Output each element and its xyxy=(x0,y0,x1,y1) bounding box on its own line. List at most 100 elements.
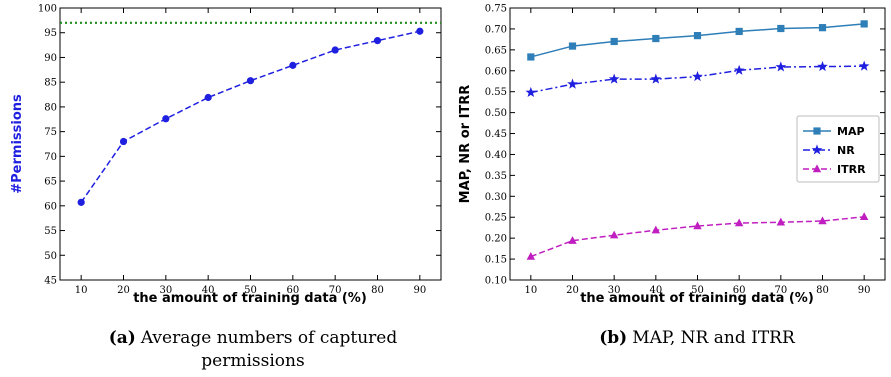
series-line-nr xyxy=(530,65,865,94)
chart-b: 0.10 0.15 0.20 0.25 0.30 0.35 0.40 0.45 0.50 0.55… xyxy=(458,4,886,306)
y-tick-label: 0.75 xyxy=(485,4,507,15)
x-tick-label: 70 xyxy=(774,285,787,296)
y-tick-label: 80 xyxy=(44,102,57,113)
x-tick-label: 20 xyxy=(117,285,130,296)
legend-label-map: MAP xyxy=(837,125,865,138)
chart-b-x-ticks: 10 20 30 40 50 60 70 80 90 xyxy=(524,8,871,296)
x-tick-label: 50 xyxy=(244,285,257,296)
data-point-nr xyxy=(650,73,662,84)
data-point-map xyxy=(735,27,743,36)
x-tick-label: 90 xyxy=(413,285,426,296)
legend-marker-itrr xyxy=(812,164,822,173)
data-point-itrr xyxy=(609,230,619,239)
data-point-itrr xyxy=(859,212,869,221)
y-tick-label: 0.20 xyxy=(485,234,507,245)
y-tick-label: 0.60 xyxy=(485,66,507,77)
y-tick-label: 70 xyxy=(44,152,57,163)
data-point-itrr xyxy=(693,221,702,230)
data-point-series xyxy=(162,115,170,123)
chart-a-plot-area xyxy=(59,7,442,281)
data-point-nr xyxy=(775,61,787,72)
data-point-itrr xyxy=(776,217,786,226)
chart-a: 45 50 55 60 65 70 75 80 85 90 95 100 10 20 30 40 50 60 70… xyxy=(10,4,442,306)
data-point-itrr xyxy=(734,218,744,227)
caption-a-line1: (a) Average numbers of captured xyxy=(109,328,398,348)
data-point-itrr xyxy=(651,225,661,234)
chart-a-marks xyxy=(60,21,441,206)
series-line-map xyxy=(530,23,865,58)
x-tick-label: 40 xyxy=(202,285,215,296)
y-tick-label: 60 xyxy=(44,201,57,212)
data-point-nr xyxy=(817,60,828,72)
chart-b-marks xyxy=(525,20,870,260)
data-point-series xyxy=(119,137,128,146)
y-tick-label: 0.55 xyxy=(485,87,507,98)
series-line-series xyxy=(80,30,420,203)
caption-b: (b) MAP, NR and ITRR xyxy=(599,328,796,348)
data-point-series xyxy=(331,46,339,54)
y-tick-label: 0.15 xyxy=(485,255,507,266)
x-tick-label: 80 xyxy=(371,285,384,296)
y-tick-label: 90 xyxy=(44,53,57,64)
data-point-series xyxy=(204,93,212,102)
data-point-series xyxy=(373,37,382,45)
data-point-map xyxy=(568,42,577,50)
x-tick-label: 90 xyxy=(858,285,871,296)
data-point-itrr xyxy=(526,251,536,260)
data-point-nr xyxy=(858,60,870,71)
data-point-map xyxy=(693,32,702,40)
data-point-nr xyxy=(608,73,620,84)
y-tick-label: 0.30 xyxy=(485,192,507,203)
data-point-nr xyxy=(525,86,537,98)
y-tick-label: 95 xyxy=(44,28,57,39)
x-tick-label: 70 xyxy=(329,285,342,296)
data-point-series xyxy=(416,27,424,35)
x-tick-label: 20 xyxy=(566,285,579,296)
data-point-itrr xyxy=(818,216,827,225)
legend-label-nr: NR xyxy=(837,144,855,157)
data-point-map xyxy=(527,53,535,61)
y-tick-label: 50 xyxy=(44,251,57,262)
data-point-series xyxy=(289,61,297,69)
data-point-series xyxy=(77,198,85,206)
y-tick-label: 75 xyxy=(44,127,57,138)
data-point-itrr xyxy=(568,236,577,244)
legend-marker-nr xyxy=(811,144,823,155)
legend-marker-map xyxy=(813,127,821,135)
data-point-map xyxy=(610,37,618,46)
y-tick-label: 0.50 xyxy=(485,108,507,119)
x-tick-label: 80 xyxy=(816,285,829,296)
y-tick-label: 65 xyxy=(44,177,57,188)
caption-a-label: (a) xyxy=(109,328,136,348)
data-point-map xyxy=(652,34,660,43)
chart-b-legend: MAP NR ITRR xyxy=(796,115,880,183)
y-tick-label: 0.10 xyxy=(485,276,507,287)
y-tick-label: 55 xyxy=(44,226,57,237)
x-tick-label: 10 xyxy=(75,285,88,296)
x-tick-label: 40 xyxy=(649,285,662,296)
y-tick-label: 85 xyxy=(44,78,57,89)
chart-a-y-ticks: 45 50 55 60 65 70 75 80 85 90 95 100 xyxy=(38,4,441,287)
y-tick-label: 0.40 xyxy=(485,150,507,161)
data-point-map xyxy=(818,24,827,32)
y-tick-label: 45 xyxy=(44,276,57,287)
y-tick-label: 0.25 xyxy=(485,213,507,224)
caption-a-text: Average numbers of captured xyxy=(140,328,398,348)
data-point-nr xyxy=(692,71,703,82)
x-tick-label: 50 xyxy=(691,285,704,296)
caption-b-label: (b) xyxy=(599,328,627,348)
x-tick-label: 10 xyxy=(524,285,537,296)
chart-b-ylabel: MAP, NR or ITRR xyxy=(458,85,473,204)
chart-a-ylabel: #Permissions xyxy=(10,94,25,194)
data-point-series xyxy=(246,77,255,85)
y-tick-label: 100 xyxy=(38,4,57,15)
data-point-map xyxy=(777,24,785,33)
x-tick-label: 30 xyxy=(159,285,172,296)
series-line-itrr xyxy=(530,216,865,258)
caption-a-line2: permissions xyxy=(201,351,304,371)
legend-label-itrr: ITRR xyxy=(837,163,866,176)
data-point-map xyxy=(860,20,868,28)
data-point-nr xyxy=(567,78,578,89)
y-tick-label: 0.45 xyxy=(485,129,507,140)
